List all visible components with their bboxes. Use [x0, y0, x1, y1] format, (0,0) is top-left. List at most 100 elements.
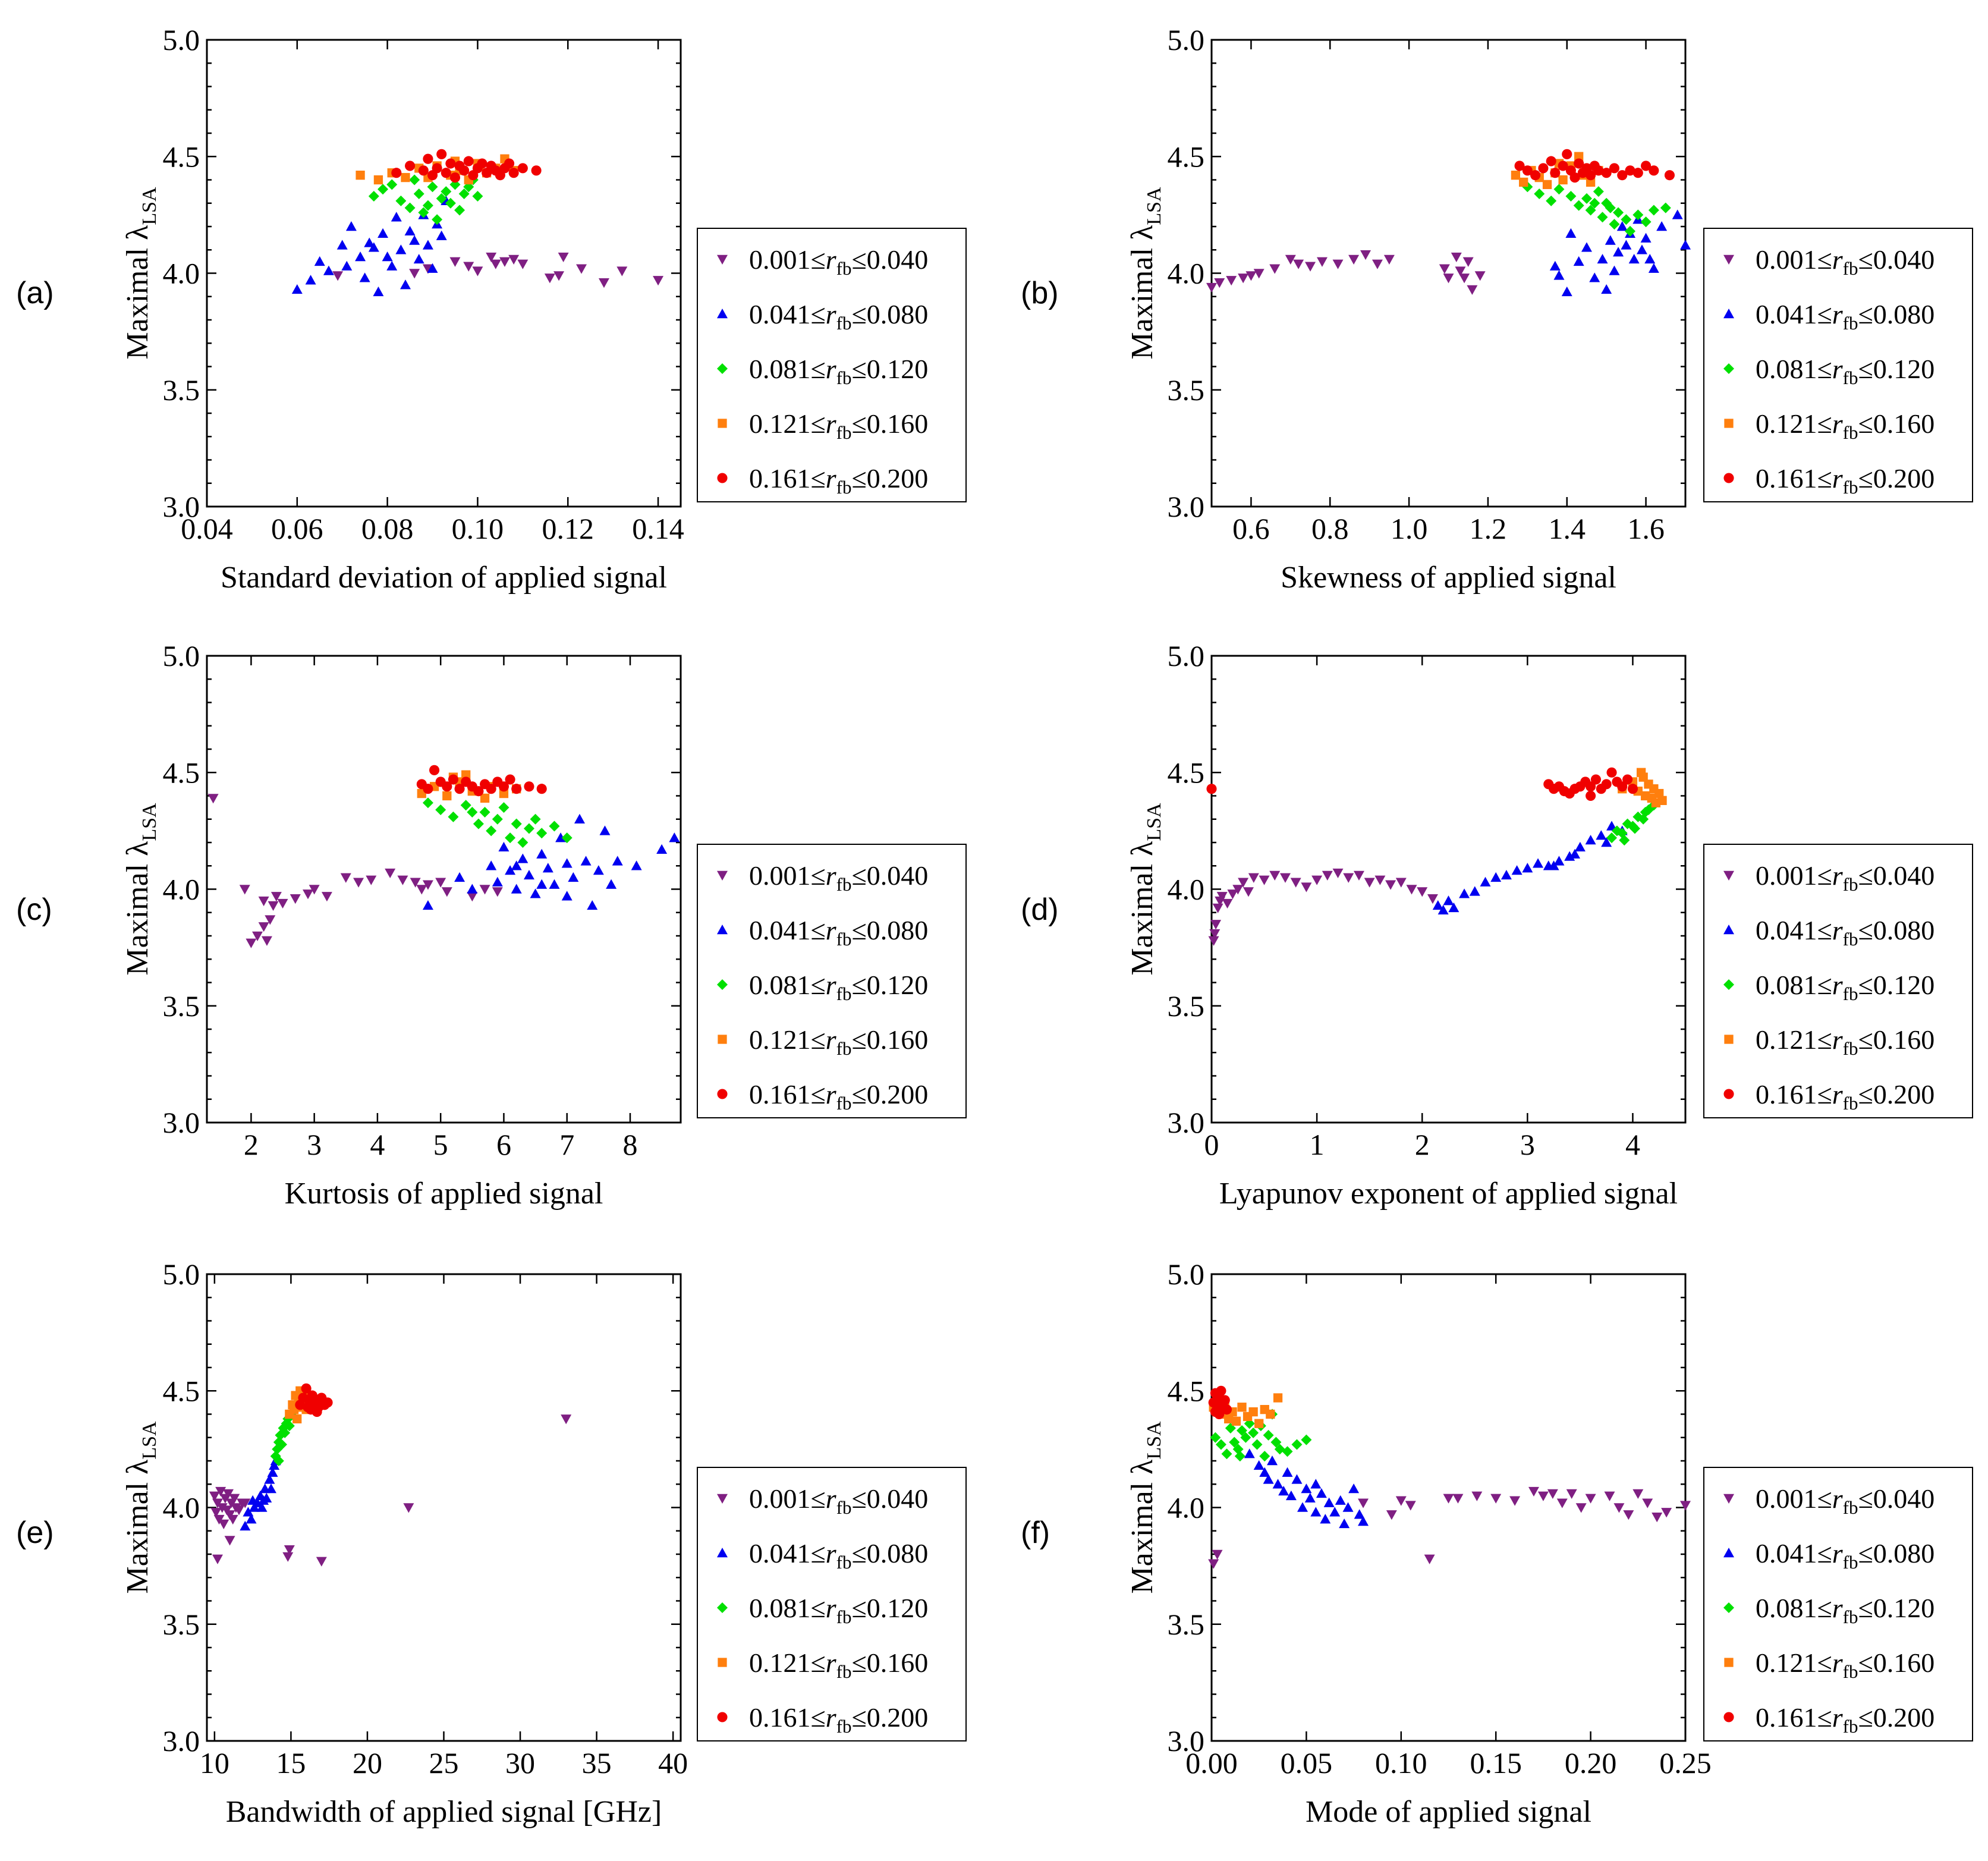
y-tick-label: 3.0: [163, 1724, 200, 1758]
data-point: [1680, 240, 1691, 250]
data-point: [1627, 784, 1638, 794]
data-point: [593, 865, 604, 875]
data-point: [511, 784, 522, 794]
data-point: [1332, 868, 1344, 879]
legend: 0.001≤rfb≤0.0400.041≤rfb≤0.0800.081≤rfb≤…: [1703, 1467, 1973, 1741]
legend-var-sub: fb: [836, 929, 852, 950]
y-tick-label: 4.5: [1168, 1374, 1205, 1407]
data-point: [258, 922, 269, 932]
legend-var: r: [1832, 1702, 1844, 1733]
legend-var-sub: fb: [836, 874, 852, 895]
legend-marker: [1723, 1494, 1734, 1504]
data-point: [1208, 936, 1219, 946]
data-point: [1586, 781, 1596, 792]
series-g1: [1206, 250, 1486, 295]
data-point: [1565, 190, 1577, 202]
legend: 0.001≤rfb≤0.0400.041≤rfb≤0.0800.081≤rfb≤…: [1703, 228, 1973, 502]
legend-marker: [1723, 1089, 1734, 1099]
data-point: [442, 791, 452, 801]
data-point: [1358, 1498, 1369, 1508]
data-point: [441, 186, 452, 197]
data-point: [536, 848, 548, 859]
data-point: [1395, 1496, 1407, 1506]
data-point: [1589, 197, 1600, 209]
data-point: [1597, 212, 1608, 223]
series-g1: [1208, 868, 1438, 946]
data-point: [1619, 835, 1630, 846]
legend-hi: ≤0.200: [1858, 1702, 1934, 1733]
legend-var-sub: fb: [836, 422, 852, 443]
data-point: [435, 804, 446, 816]
legend-entry: 0.121≤rfb≤0.160: [1756, 408, 1934, 443]
legend-var: r: [1832, 354, 1844, 384]
legend-marker: [717, 254, 728, 265]
data-point: [1640, 216, 1652, 228]
data-point: [270, 892, 282, 902]
data-point: [1285, 254, 1296, 265]
data-point: [523, 869, 534, 880]
data-point: [1293, 259, 1304, 269]
data-point: [1469, 886, 1480, 896]
data-point: [336, 240, 348, 250]
data-point: [498, 841, 509, 852]
data-point: [1609, 265, 1620, 275]
data-point: [1360, 250, 1372, 260]
data-point: [1364, 878, 1375, 888]
panel-3: (c) 3.0 3.5 4.0 4.5 5.0 2 3 4 5 6 7 8 Kurtosis of app…: [16, 639, 967, 1211]
data-point: [463, 262, 474, 272]
legend-var: r: [1832, 408, 1844, 439]
legend-lo: 0.001≤: [1756, 244, 1832, 275]
data-point: [1590, 774, 1602, 785]
data-point: [458, 188, 470, 200]
data-point: [277, 898, 288, 909]
data-point: [1565, 228, 1577, 238]
data-point: [1316, 1488, 1327, 1498]
legend-var-sub: fb: [836, 477, 852, 498]
data-point: [449, 257, 461, 267]
legend-lo: 0.081≤: [749, 970, 826, 1000]
data-point: [422, 200, 433, 211]
y-tick-label: 3.0: [1168, 1106, 1205, 1139]
x-tick-label: 0.14: [632, 512, 684, 545]
data-point: [1511, 865, 1523, 875]
legend-marker: [717, 870, 728, 881]
data-point: [418, 165, 429, 176]
legend-var-sub: fb: [836, 1093, 852, 1114]
data-point: [1636, 244, 1647, 254]
legend-lo: 0.121≤: [1756, 408, 1832, 439]
legend-var-sub: fb: [1843, 422, 1858, 443]
series-g5: [1514, 149, 1675, 183]
data-point: [1648, 205, 1659, 216]
legend: 0.001≤rfb≤0.0400.041≤rfb≤0.0800.081≤rfb≤…: [697, 228, 967, 502]
data-point: [1613, 247, 1624, 257]
data-point: [1437, 904, 1449, 915]
data-point: [561, 1414, 572, 1425]
data-point: [222, 1489, 234, 1499]
data-point: [1533, 858, 1544, 868]
legend-lo: 0.041≤: [749, 299, 826, 329]
data-point: [1547, 1489, 1558, 1499]
data-point: [316, 1557, 327, 1567]
data-point: [1266, 1409, 1275, 1419]
data-point: [1245, 271, 1257, 281]
data-point: [477, 158, 487, 169]
data-point: [511, 884, 522, 894]
data-point: [1354, 1509, 1365, 1519]
data-point: [364, 237, 375, 247]
legend-var: r: [1832, 970, 1844, 1000]
data-point: [378, 184, 389, 195]
data-point: [449, 172, 461, 183]
legend-lo: 0.161≤: [749, 1079, 826, 1109]
data-point: [1648, 263, 1659, 273]
data-point: [1443, 895, 1454, 906]
data-point: [1640, 232, 1652, 243]
y-tick-label: 5.0: [163, 23, 200, 56]
legend-lo: 0.161≤: [1756, 463, 1832, 493]
data-point: [1501, 869, 1512, 880]
legend-hi: ≤0.120: [851, 1593, 928, 1623]
legend-var: r: [1832, 463, 1844, 493]
data-point: [486, 825, 497, 837]
data-point: [292, 1414, 302, 1423]
legend-var: r: [826, 1648, 837, 1678]
y-tick-label: 3.0: [163, 1106, 200, 1139]
